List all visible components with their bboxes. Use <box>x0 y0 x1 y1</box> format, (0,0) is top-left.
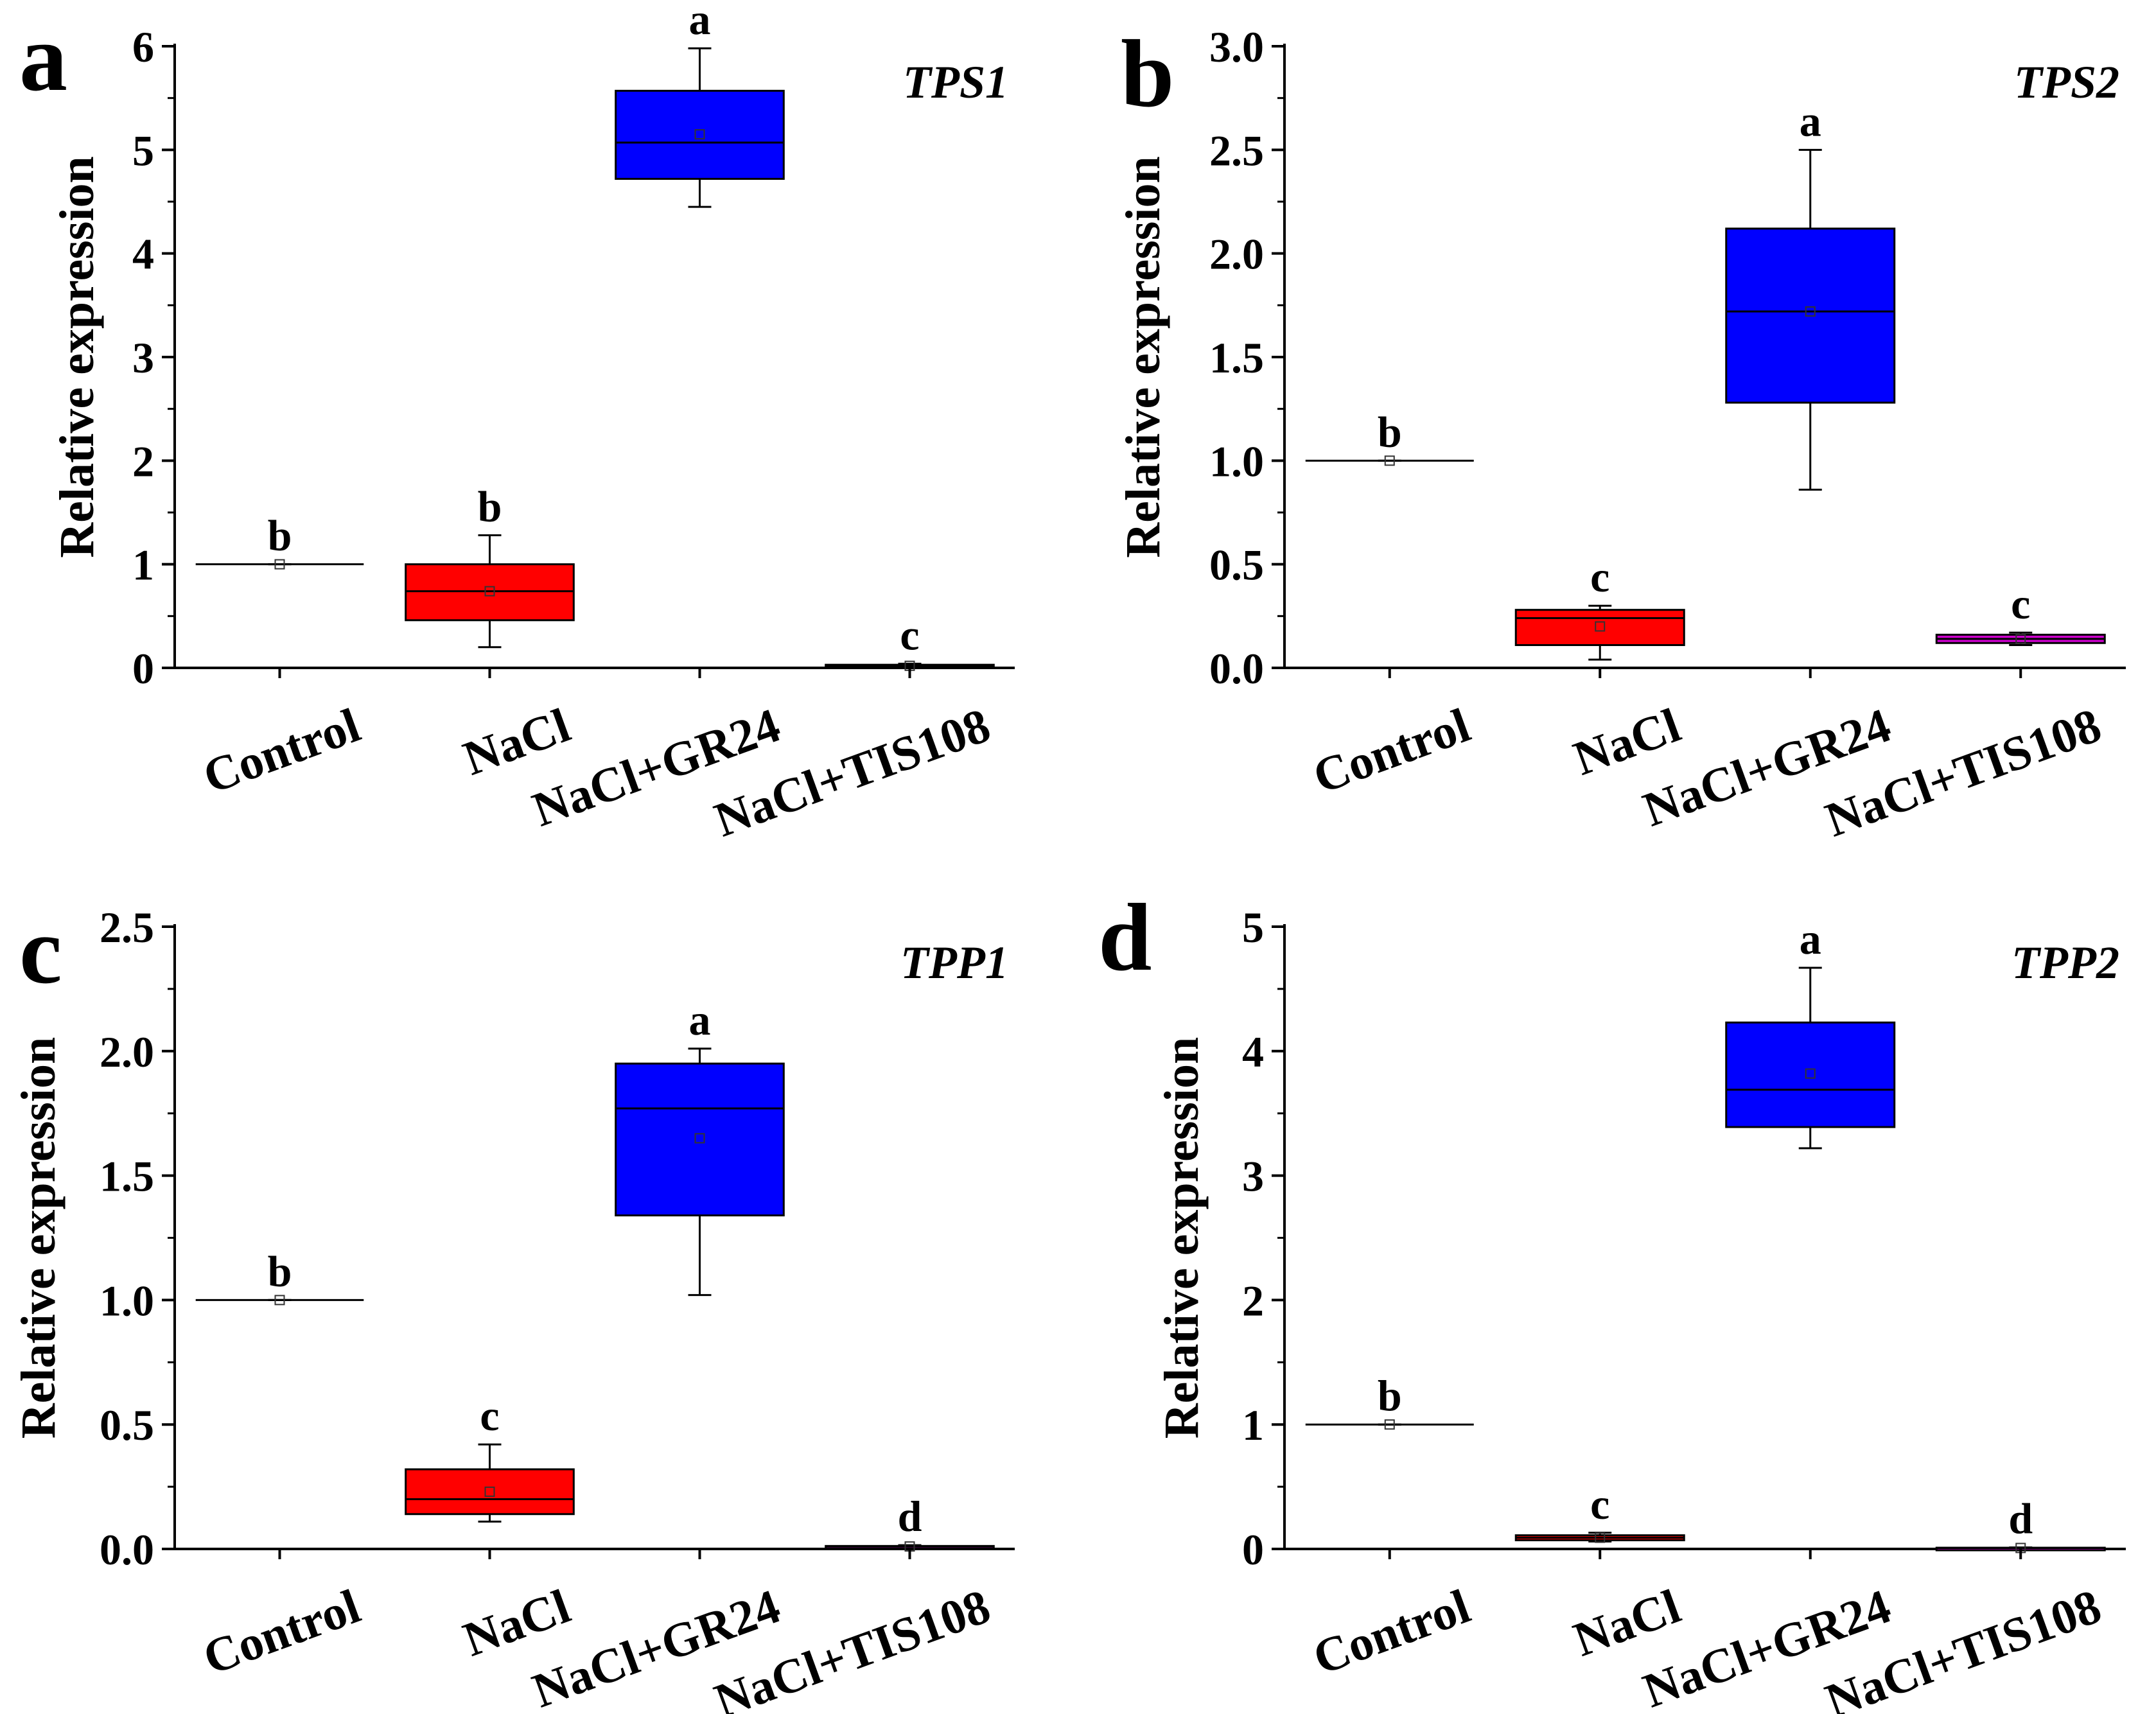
y-tick-label: 2.5 <box>1209 126 1264 175</box>
panel-letter: d <box>1098 884 1152 991</box>
mean-marker <box>2015 633 2026 644</box>
x-tick-label: Control <box>197 1579 367 1685</box>
y-tick-label: 0.5 <box>100 1401 154 1449</box>
significance-letter: c <box>1590 1480 1609 1528</box>
y-tick-label: 2 <box>132 437 154 485</box>
y-tick-label: 5 <box>1242 903 1264 952</box>
significance-letter: a <box>1800 96 1821 145</box>
y-tick-label: 1.0 <box>1209 437 1264 485</box>
mean-marker <box>694 1133 705 1144</box>
mean-marker <box>1805 1068 1816 1079</box>
y-axis-title: Relative expression <box>1155 1037 1209 1439</box>
significance-letter: b <box>268 511 292 560</box>
significance-letter: c <box>1590 552 1609 601</box>
significance-letter: d <box>898 1492 922 1541</box>
mean-marker <box>1595 1532 1606 1543</box>
mean-marker <box>694 129 705 140</box>
box-body <box>1514 609 1685 647</box>
gene-label: TPS2 <box>2014 57 2119 108</box>
mean-marker <box>484 1486 495 1497</box>
y-tick-label: 0 <box>132 644 154 693</box>
mean-marker <box>1384 1419 1395 1430</box>
y-axis-title: Relative expression <box>1116 156 1170 558</box>
box-nacl: c NaCl <box>1514 1480 1687 1667</box>
chart-panel-b: b TPS2 0.0 0.5 1.0 1.5 2.0 2.5 3.0 Relative expre… <box>1116 21 2126 847</box>
y-tick-label: 1 <box>1242 1401 1264 1449</box>
y-tick-label: 5 <box>132 126 154 175</box>
mean-marker <box>1805 306 1816 317</box>
y-axis-title: Relative expression <box>50 156 104 558</box>
y-tick-label: 3 <box>132 333 154 382</box>
box-nacl: c NaCl <box>405 1391 577 1667</box>
significance-letter: a <box>689 0 711 44</box>
x-tick-label: Control <box>1306 1579 1477 1685</box>
significance-letter: d <box>2008 1494 2033 1543</box>
y-tick-label: 0 <box>1242 1525 1264 1574</box>
box-body <box>615 1062 785 1217</box>
significance-letter: b <box>1378 1371 1402 1420</box>
gene-label: TPP2 <box>2011 937 2119 988</box>
mean-marker <box>1595 621 1606 632</box>
box-body <box>615 89 785 180</box>
x-tick-label: Control <box>1306 698 1477 804</box>
x-tick-label: NaCl <box>457 1579 577 1667</box>
significance-letter: a <box>689 995 711 1044</box>
panel-letter: b <box>1121 21 1174 127</box>
box-control: b Control <box>1305 1371 1477 1685</box>
x-tick-label: NaCl <box>1567 698 1687 786</box>
significance-letter: b <box>1378 407 1402 456</box>
x-tick-label: NaCl <box>457 698 577 786</box>
y-tick-label: 4 <box>1242 1028 1264 1076</box>
gene-label: TPP1 <box>900 937 1008 988</box>
significance-letter: c <box>900 611 919 660</box>
y-tick-label: 2.0 <box>1209 230 1264 279</box>
y-tick-label: 3.0 <box>1209 22 1264 71</box>
y-tick-label: 1.5 <box>1209 333 1264 382</box>
y-tick-label: 4 <box>132 230 154 279</box>
chart-panel-d: d TPP2 0 1 2 3 4 5 Relative expression b Control c N… <box>1098 884 2126 1714</box>
y-axis-title: Relative expression <box>12 1037 66 1439</box>
gene-label: TPS1 <box>903 57 1008 108</box>
box-body <box>1725 1021 1896 1128</box>
y-tick-label: 2.5 <box>100 903 154 952</box>
box-body <box>405 1468 575 1516</box>
box-nacl: b NaCl <box>405 482 577 786</box>
y-tick-label: 3 <box>1242 1152 1264 1201</box>
box-body <box>405 563 575 622</box>
significance-letter: a <box>1800 914 1821 963</box>
mean-marker <box>274 1295 285 1306</box>
box-control: b Control <box>195 1246 367 1685</box>
y-tick-label: 6 <box>132 22 154 71</box>
y-tick-label: 1.5 <box>100 1152 154 1201</box>
y-tick-label: 0.0 <box>100 1525 154 1574</box>
significance-letter: c <box>480 1391 499 1440</box>
y-tick-label: 0.5 <box>1209 541 1264 590</box>
y-tick-label: 0.0 <box>1209 644 1264 693</box>
y-tick-label: 2.0 <box>100 1028 154 1076</box>
y-tick-label: 1.0 <box>100 1276 154 1325</box>
significance-letter: b <box>478 482 502 530</box>
panel-letter: c <box>19 897 62 1004</box>
y-tick-label: 2 <box>1242 1276 1264 1325</box>
box-control: b Control <box>1305 407 1477 804</box>
box-control: b Control <box>195 511 367 804</box>
mean-marker <box>274 559 285 570</box>
y-tick-label: 1 <box>132 541 154 590</box>
chart-panel-c: c TPP1 0.0 0.5 1.0 1.5 2.0 2.5 Relative expressi… <box>12 897 1015 1714</box>
mean-marker <box>484 586 495 597</box>
significance-letter: b <box>268 1246 292 1295</box>
x-tick-label: NaCl <box>1567 1579 1687 1667</box>
significance-letter: c <box>2011 579 2030 628</box>
mean-marker <box>1384 455 1395 466</box>
panel-letter: a <box>19 4 67 111</box>
x-tick-label: Control <box>197 698 367 804</box>
